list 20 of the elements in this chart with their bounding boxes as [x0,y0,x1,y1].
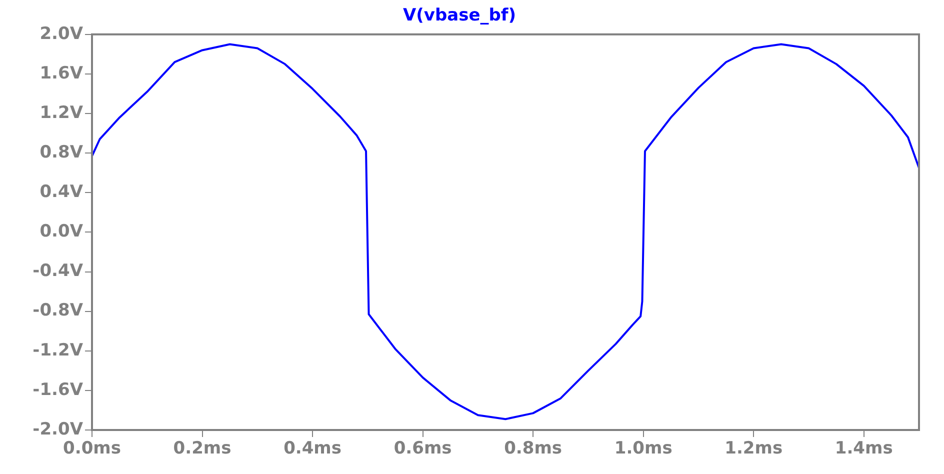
y-tick-label: 0.8V [40,142,84,162]
y-tick-label: 1.2V [40,102,84,123]
x-tick-label: 1.2ms [724,438,783,459]
y-tick-label: -0.4V [32,261,84,282]
y-tick-label: -1.6V [32,380,84,400]
y-tick-label: -1.2V [32,340,84,360]
chart-title: V(vbase_bf) [402,6,516,26]
y-tick-label: 2.0V [40,24,84,44]
y-tick-label: -0.8V [32,300,84,321]
y-tick-label: 0.4V [40,182,84,202]
y-tick-label: 1.6V [40,63,84,84]
x-tick-label: 0.0ms [63,438,121,459]
x-tick-label: 0.8ms [504,438,562,459]
x-tick-label: 0.2ms [173,438,232,459]
y-tick-label: -2.0V [32,419,84,440]
x-tick-label: 1.0ms [614,438,672,459]
x-tick-label: 0.6ms [394,438,452,459]
y-tick-label: 0.0V [40,222,84,242]
x-tick-label: 0.4ms [284,438,342,459]
x-tick-label: 1.4ms [834,438,893,459]
